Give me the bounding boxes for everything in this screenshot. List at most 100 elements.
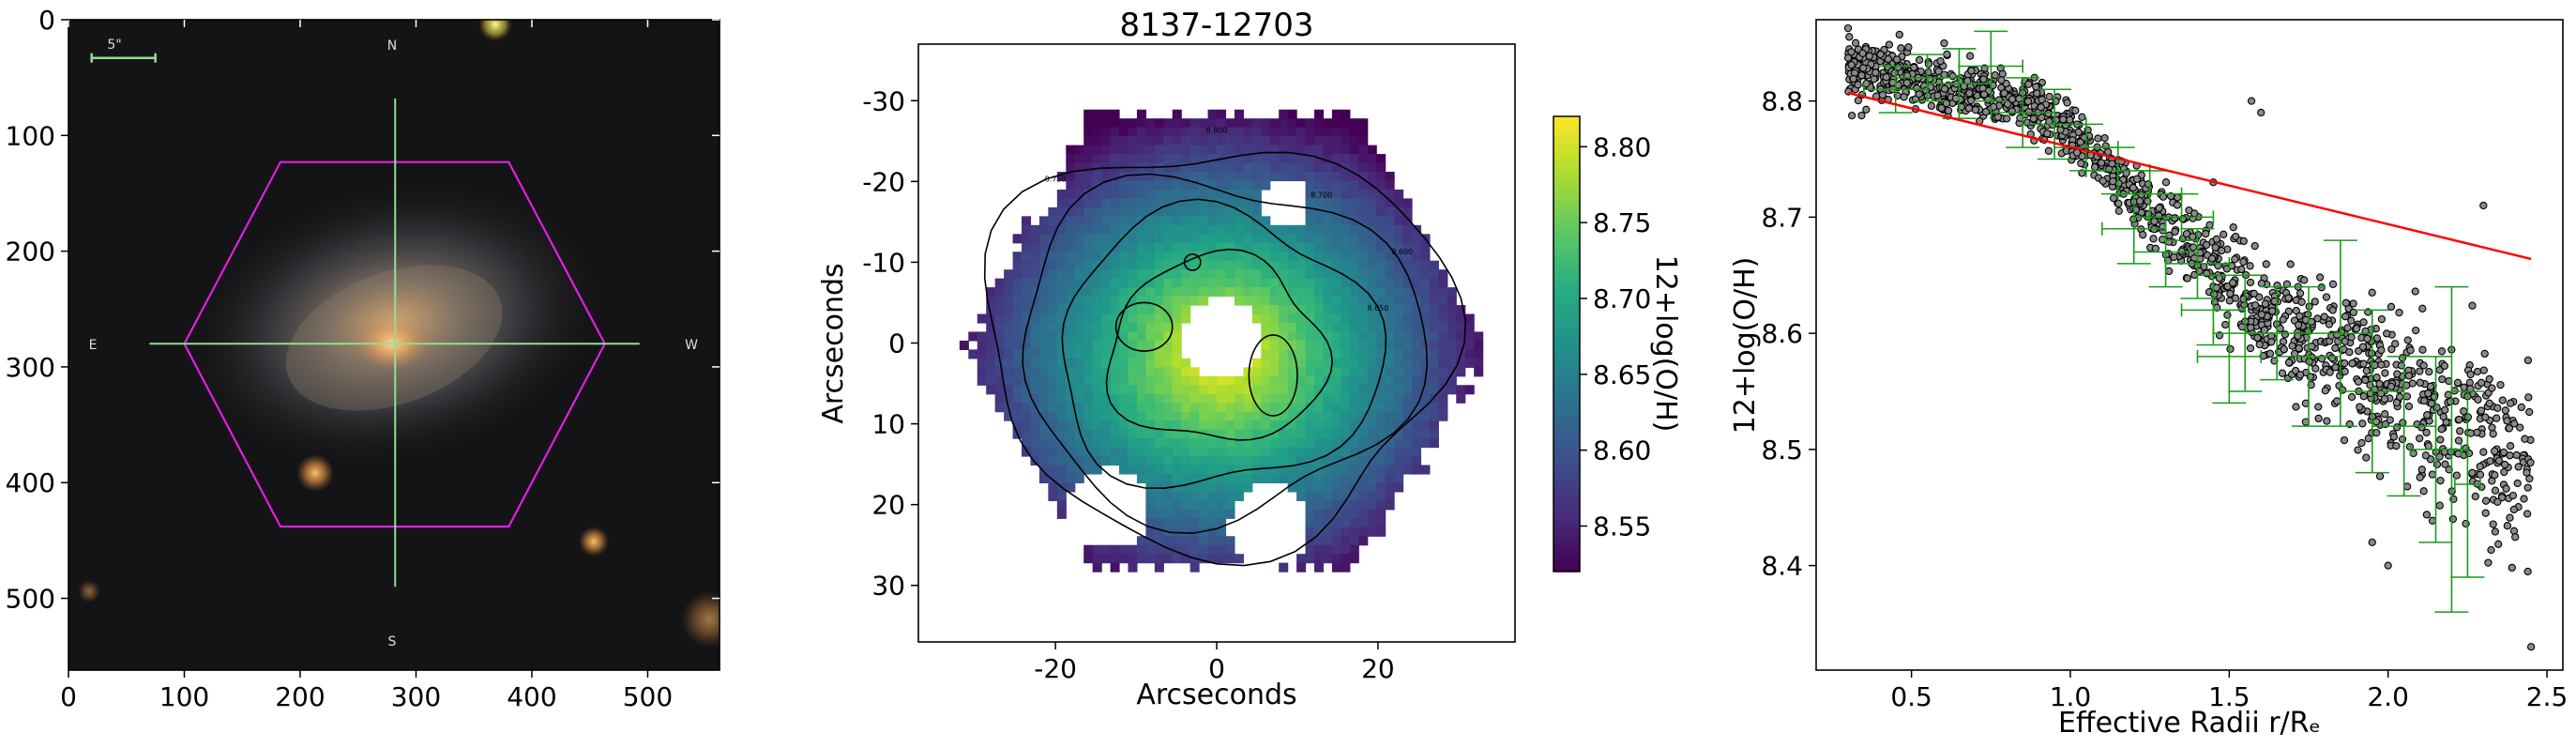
scatter-point xyxy=(2257,279,2266,288)
scatter-point xyxy=(2493,404,2502,412)
map-pixel xyxy=(1313,385,1325,395)
map-pixel xyxy=(1296,145,1307,155)
scatter-point xyxy=(2278,369,2287,377)
map-pixel xyxy=(1402,287,1413,298)
map-pixel xyxy=(1154,198,1164,208)
map-pixel xyxy=(1420,313,1431,324)
map-pixel xyxy=(1119,393,1129,404)
map-pixel xyxy=(1074,234,1084,244)
gradient-scatter-panel: 0.5 1.0 1.5 2.0 2.58.48.58.68.78.8 xyxy=(1761,19,2568,712)
map-pixel xyxy=(1110,260,1120,270)
map-pixel xyxy=(1251,145,1262,155)
scatter-point xyxy=(2354,377,2363,386)
scatter-point xyxy=(2432,460,2442,468)
map-pixel xyxy=(1190,527,1200,537)
map-pixel xyxy=(1190,438,1200,449)
map-pixel xyxy=(1154,180,1164,191)
map-pixel xyxy=(1331,411,1341,421)
scatter-point xyxy=(2392,423,2402,432)
map-pixel xyxy=(1163,162,1174,173)
scatter-point xyxy=(2474,395,2482,404)
scatter-point xyxy=(2392,441,2401,450)
map-pixel xyxy=(1181,216,1191,226)
scatter-point xyxy=(2526,643,2536,651)
map-pixel xyxy=(1207,180,1218,191)
map-pixel xyxy=(1243,162,1253,173)
map-pixel xyxy=(1279,340,1289,350)
map-pixel xyxy=(1225,136,1235,146)
map-pixel xyxy=(1385,349,1395,359)
scatter-point xyxy=(2506,513,2514,522)
scatter-point xyxy=(2341,367,2349,375)
scatter-point xyxy=(2387,382,2396,391)
map-pixel xyxy=(1181,206,1191,217)
map-pixel xyxy=(1163,491,1174,501)
map-pixel xyxy=(1261,367,1271,377)
map-pixel xyxy=(1101,367,1112,377)
map-pixel xyxy=(1128,429,1138,439)
map-pixel xyxy=(1066,305,1076,315)
map-pixel xyxy=(1101,127,1112,137)
map-pixel xyxy=(1420,349,1431,359)
y-tick-label: 8.7 xyxy=(1761,202,1803,233)
map-pixel xyxy=(1323,127,1333,137)
map-pixel xyxy=(1172,500,1182,511)
map-pixel xyxy=(1349,554,1359,564)
map-pixel xyxy=(1367,385,1377,395)
map-pixel xyxy=(1287,224,1297,235)
map-pixel xyxy=(1066,180,1076,191)
map-pixel xyxy=(1163,465,1174,475)
map-pixel xyxy=(1349,287,1359,298)
map-pixel xyxy=(1341,296,1351,306)
map-pixel xyxy=(1181,465,1191,475)
map-pixel xyxy=(1048,242,1058,252)
map-pixel xyxy=(1217,375,1227,386)
map-pixel xyxy=(1038,331,1049,342)
scatter-point xyxy=(2029,114,2038,123)
map-pixel xyxy=(1358,234,1369,244)
map-pixel xyxy=(1172,411,1182,421)
map-pixel xyxy=(1305,438,1315,449)
map-pixel xyxy=(1172,322,1182,333)
scatter-point xyxy=(2097,159,2106,167)
map-pixel xyxy=(1172,109,1182,119)
scatter-point xyxy=(2202,229,2210,238)
map-pixel xyxy=(1234,554,1244,564)
map-pixel xyxy=(1190,491,1200,501)
map-pixel xyxy=(1269,465,1280,475)
axes-frame xyxy=(68,19,720,671)
map-pixel xyxy=(1056,403,1067,413)
map-pixel xyxy=(1385,385,1395,395)
map-pixel xyxy=(1145,500,1156,511)
map-pixel xyxy=(1163,518,1174,528)
map-pixel xyxy=(1181,403,1191,413)
colorbar: 8.558.608.658.708.758.80 xyxy=(1553,115,1651,572)
map-pixel xyxy=(1190,145,1200,155)
map-pixel xyxy=(1296,411,1307,421)
map-pixel xyxy=(1163,216,1174,226)
map-pixel xyxy=(1207,136,1218,146)
map-pixel xyxy=(1243,375,1253,386)
map-pixel xyxy=(1190,429,1200,439)
map-pixel xyxy=(1349,509,1359,519)
scatter-point xyxy=(1933,91,1942,99)
map-pixel xyxy=(1172,438,1182,449)
map-pixel xyxy=(1190,118,1200,129)
map-pixel xyxy=(1376,447,1386,457)
map-pixel xyxy=(1038,411,1049,421)
map-pixel xyxy=(1181,313,1191,324)
map-pixel xyxy=(1279,242,1289,252)
map-pixel xyxy=(1038,313,1049,324)
scatter-point xyxy=(2052,97,2060,106)
scatter-point xyxy=(2387,302,2396,312)
map-pixel xyxy=(1199,216,1209,226)
compass-north: N xyxy=(387,38,397,53)
map-pixel xyxy=(1181,145,1191,155)
map-pixel xyxy=(1296,393,1307,404)
map-pixel xyxy=(986,322,996,333)
map-pixel xyxy=(1181,269,1191,280)
map-pixel xyxy=(1154,189,1164,200)
map-pixel xyxy=(1066,216,1076,226)
map-pixel xyxy=(1313,260,1325,270)
map-pixel xyxy=(1349,385,1359,395)
